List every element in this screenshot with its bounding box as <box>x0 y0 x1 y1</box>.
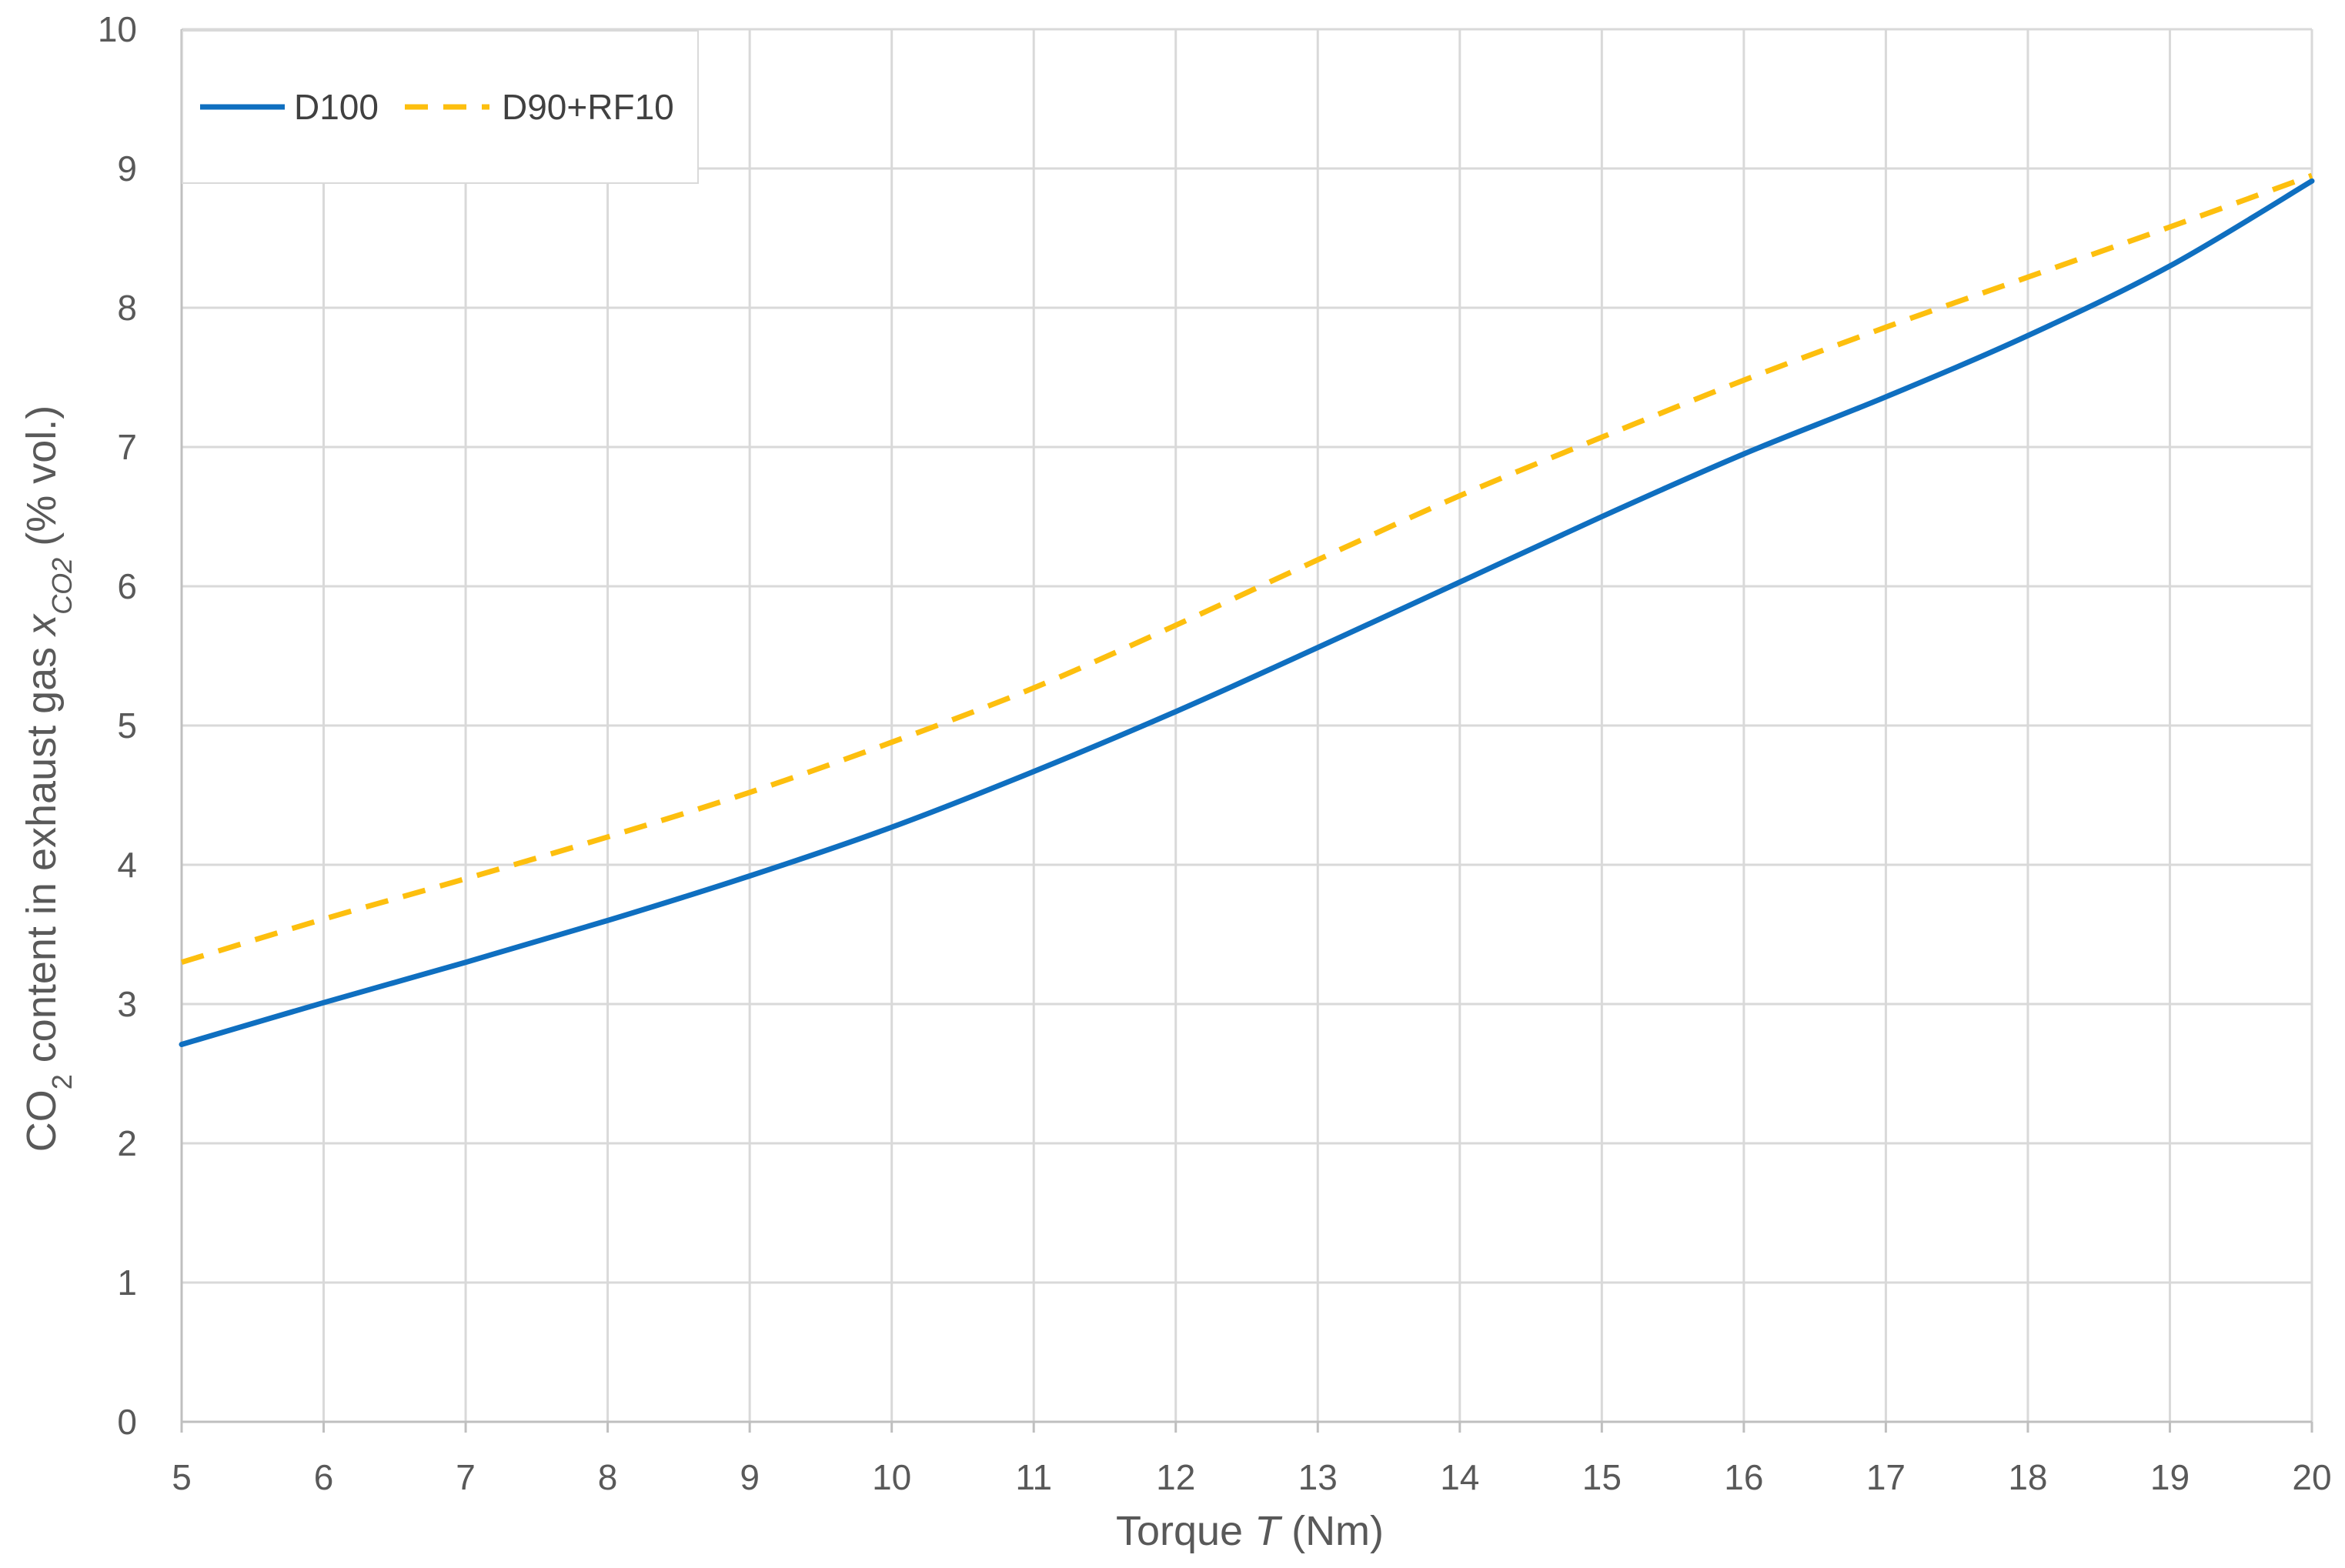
x-tick-label: 10 <box>872 1457 911 1497</box>
y-tick-label: 2 <box>117 1123 137 1163</box>
x-tick-label: 17 <box>1866 1457 1906 1497</box>
y-tick-label: 3 <box>117 984 137 1024</box>
legend: D100 D90+RF10 <box>182 30 699 184</box>
x-tick-label: 13 <box>1298 1457 1338 1497</box>
x-tick-label: 19 <box>2150 1457 2190 1497</box>
x-tick-label: 6 <box>314 1457 334 1497</box>
y-tick-label: 7 <box>117 427 137 467</box>
y-axis-title-symbol: x <box>18 613 65 638</box>
x-axis-title: Torque T (Nm) <box>1116 1508 1384 1554</box>
x-tick-label: 20 <box>2292 1457 2331 1497</box>
y-tick-label: 9 <box>117 148 137 188</box>
x-axis-title-symbol: T <box>1254 1508 1283 1554</box>
x-tick-label: 15 <box>1582 1457 1622 1497</box>
y-axis-title: CO2 content in exhaust gas xCO2 (% vol.) <box>18 405 78 1152</box>
x-tick-label: 14 <box>1440 1457 1479 1497</box>
x-tick-label: 9 <box>740 1457 760 1497</box>
x-axis-title-prefix: Torque <box>1116 1508 1254 1554</box>
y-tick-label: 8 <box>117 288 137 328</box>
y-tick-label: 0 <box>117 1402 137 1442</box>
y-tick-label: 5 <box>117 706 137 746</box>
y-axis-title-sub1: 2 <box>46 1074 78 1089</box>
x-tick-label: 7 <box>456 1457 476 1497</box>
y-axis-title-part2: content in exhaust gas <box>18 636 65 1074</box>
gridlines <box>182 28 2313 1422</box>
x-tick-label: 18 <box>2008 1457 2047 1497</box>
y-tick-label: 1 <box>117 1263 137 1303</box>
y-axis-title-part1: CO <box>18 1089 65 1152</box>
y-tick-label: 10 <box>98 9 137 49</box>
x-tick-label: 8 <box>598 1457 618 1497</box>
y-tick-label: 4 <box>117 845 137 885</box>
x-tick-label: 11 <box>1015 1457 1052 1497</box>
y-tick-label: 6 <box>117 566 137 606</box>
legend-label-d100: D100 <box>294 87 379 127</box>
y-axis-title-part3: (% vol.) <box>18 405 65 558</box>
x-axis-title-suffix: (Nm) <box>1280 1508 1384 1554</box>
x-tick-label: 12 <box>1156 1457 1195 1497</box>
series-line-d100 <box>179 178 2315 1047</box>
series-line-d90-rf10 <box>180 172 2313 966</box>
y-axis-title-sub2: CO2 <box>46 558 78 615</box>
x-tick-label: 5 <box>172 1457 192 1497</box>
axes <box>180 29 2313 1433</box>
x-tick-label: 16 <box>1724 1457 1763 1497</box>
legend-label-d90-rf10: D90+RF10 <box>502 87 674 127</box>
series-layer <box>179 172 2315 1047</box>
